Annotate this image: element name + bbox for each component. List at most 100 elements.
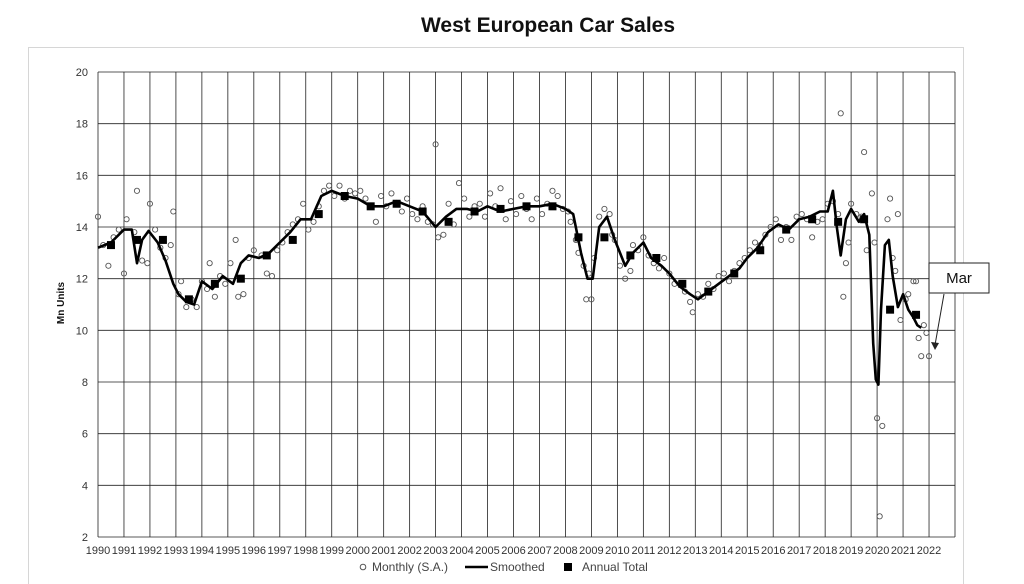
x-tick-label: 2003 bbox=[423, 545, 447, 557]
annual-total-point bbox=[262, 251, 271, 260]
callout-arrow bbox=[934, 293, 945, 346]
legend-label-monthly: Monthly (S.A.) bbox=[372, 560, 448, 574]
monthly-point bbox=[497, 185, 504, 192]
callout-arrowhead bbox=[931, 342, 939, 350]
grid-lines bbox=[97, 71, 956, 538]
monthly-point bbox=[726, 278, 733, 285]
monthly-point bbox=[876, 513, 883, 520]
monthly-point bbox=[868, 190, 875, 197]
annual-total-point bbox=[730, 269, 739, 278]
monthly-point bbox=[152, 226, 159, 233]
monthly-point bbox=[788, 236, 795, 243]
monthly-point bbox=[378, 192, 385, 200]
monthly-point bbox=[193, 304, 200, 311]
monthly-point bbox=[751, 239, 759, 246]
annotation-callout: Mar bbox=[928, 262, 990, 350]
monthly-point bbox=[409, 211, 416, 218]
monthly-point bbox=[232, 236, 239, 243]
x-tick-label: 2017 bbox=[787, 545, 811, 557]
annual-total-point bbox=[756, 246, 765, 255]
monthly-point bbox=[429, 221, 437, 228]
y-tick-label: 14 bbox=[76, 222, 88, 234]
annual-total-point bbox=[574, 233, 583, 242]
monthly-point bbox=[178, 278, 185, 285]
monthly-point bbox=[842, 260, 849, 267]
monthly-point bbox=[655, 265, 662, 272]
x-tick-label: 2010 bbox=[605, 545, 629, 557]
annual-total-point bbox=[236, 274, 245, 283]
monthly-point bbox=[346, 187, 353, 194]
monthly-point bbox=[840, 293, 847, 300]
monthly-point bbox=[746, 247, 753, 254]
series-annual-total bbox=[106, 192, 921, 319]
monthly-point bbox=[884, 216, 891, 223]
monthly-point bbox=[235, 293, 242, 300]
monthly-point bbox=[528, 216, 535, 223]
x-tick-label: 2001 bbox=[371, 545, 395, 557]
monthly-point bbox=[915, 335, 922, 342]
monthly-point bbox=[123, 216, 130, 223]
series-monthly bbox=[94, 110, 933, 520]
legend: Monthly (S.A.) Smoothed Annual Total bbox=[359, 560, 648, 574]
monthly-point bbox=[629, 242, 637, 249]
monthly-point bbox=[666, 270, 673, 277]
monthly-point bbox=[687, 298, 694, 305]
monthly-point bbox=[476, 200, 483, 207]
monthly-point bbox=[240, 291, 247, 298]
monthly-point bbox=[139, 257, 146, 264]
x-tick-label: 2013 bbox=[683, 545, 707, 557]
monthly-point bbox=[183, 304, 190, 311]
y-axis-label: Mn Units bbox=[56, 281, 67, 324]
monthly-point bbox=[445, 200, 452, 207]
x-tick-label: 1991 bbox=[112, 545, 136, 557]
annual-total-point bbox=[210, 279, 219, 288]
x-tick-label: 2020 bbox=[865, 545, 889, 557]
monthly-point bbox=[793, 213, 800, 220]
monthly-point bbox=[848, 200, 855, 207]
annual-total-point bbox=[860, 215, 869, 224]
monthly-point bbox=[925, 353, 933, 360]
monthly-point bbox=[268, 273, 276, 280]
monthly-point bbox=[861, 149, 868, 156]
monthly-point bbox=[533, 195, 540, 202]
monthly-point bbox=[466, 213, 473, 220]
monthly-point bbox=[910, 278, 917, 285]
monthly-point bbox=[583, 296, 590, 303]
monthly-point bbox=[777, 236, 785, 243]
annual-total-point bbox=[470, 207, 479, 216]
x-tick-label: 2009 bbox=[579, 545, 603, 557]
monthly-point bbox=[167, 242, 174, 249]
chart-frame bbox=[28, 47, 964, 584]
annual-total-point bbox=[444, 217, 453, 226]
monthly-point bbox=[798, 211, 805, 218]
legend-marker-monthly bbox=[359, 563, 367, 571]
x-tick-label: 2015 bbox=[735, 545, 759, 557]
monthly-point bbox=[414, 216, 421, 223]
monthly-point bbox=[133, 187, 141, 194]
monthly-point bbox=[596, 213, 603, 220]
monthly-point bbox=[887, 195, 894, 202]
monthly-point bbox=[897, 316, 904, 324]
monthly-point bbox=[206, 260, 213, 267]
y-tick-label: 16 bbox=[76, 170, 88, 182]
monthly-point bbox=[905, 291, 912, 298]
x-tick-label: 1994 bbox=[190, 545, 214, 557]
y-tick-label: 8 bbox=[82, 377, 88, 389]
y-tick-label: 18 bbox=[76, 119, 88, 131]
monthly-point bbox=[616, 262, 624, 269]
annual-total-point bbox=[548, 202, 557, 211]
y-tick-label: 4 bbox=[82, 480, 88, 492]
annual-total-point bbox=[366, 202, 375, 211]
x-tick-label: 2000 bbox=[345, 545, 369, 557]
annual-total-point bbox=[704, 287, 713, 296]
monthly-point bbox=[120, 270, 128, 277]
y-tick-label: 10 bbox=[76, 325, 88, 337]
monthly-point bbox=[94, 213, 102, 220]
annual-total-point bbox=[652, 254, 661, 262]
annual-total-point bbox=[886, 305, 895, 314]
annual-total-point bbox=[522, 202, 531, 211]
annual-total-point bbox=[106, 241, 115, 250]
monthly-point bbox=[705, 280, 712, 287]
monthly-point bbox=[388, 190, 395, 197]
monthly-point bbox=[144, 260, 151, 267]
